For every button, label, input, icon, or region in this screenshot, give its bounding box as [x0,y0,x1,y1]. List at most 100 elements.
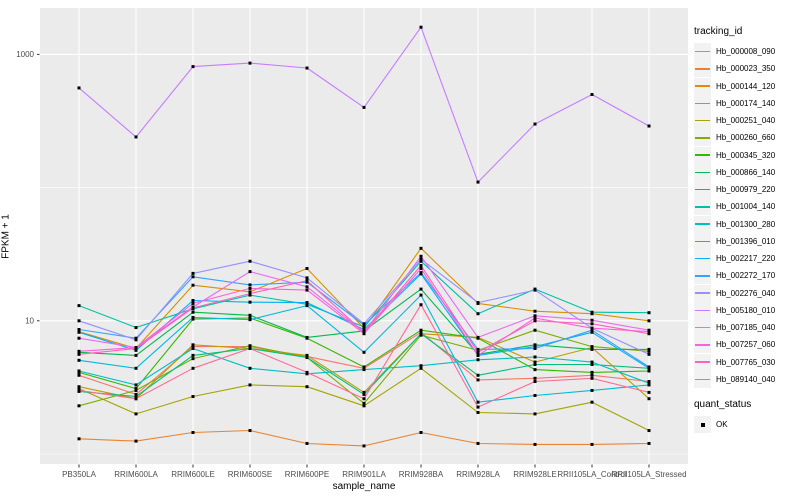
legend-entry-Hb_002276_040: Hb_002276_040 [694,284,800,302]
legend-key-swatch [694,267,711,285]
data-point [134,366,138,370]
data-point [419,293,423,297]
legend-key-swatch [694,215,711,233]
legend-entry-label: Hb_001396_010 [716,236,776,246]
legend-key-line [695,154,710,156]
legend-key-line [695,85,710,87]
legend-key-swatch [694,336,711,354]
legend-key-swatch [694,60,711,78]
legend-quant-entries: OK [694,416,800,434]
data-point [248,61,252,65]
data-point [134,392,138,396]
data-point [134,353,138,357]
data-point [305,356,309,360]
data-point [533,360,537,364]
x-tick-label: RRII105LA_Stressed [611,470,686,479]
legend-key-swatch [694,232,711,250]
legend-key-line [695,275,710,277]
legend-entry-label: Hb_000345_320 [716,150,776,160]
legend-entry-label: Hb_000979_220 [716,185,776,195]
data-point [476,301,480,305]
x-tick-label: RRIM600PE [285,470,329,479]
legend-key-line [695,50,710,53]
legend-entry-Hb_005180_010: Hb_005180_010 [694,301,800,319]
data-point [134,395,138,399]
ok-point-icon [700,422,705,427]
legend-key-swatch [694,112,711,130]
data-point [590,345,594,349]
data-point [476,441,480,445]
data-point [419,287,423,291]
data-point [134,348,138,352]
legend-key-line [695,206,710,208]
legend-key-swatch [694,181,711,199]
data-point [533,288,537,292]
data-point [305,441,309,445]
y-tick-label: 1000 [16,50,34,59]
data-point [590,373,594,377]
data-point [533,368,537,372]
legend-key-line [695,240,710,243]
legend-entry-Hb_001004_140: Hb_001004_140 [694,198,800,216]
legend-entry-label: Hb_005180_010 [716,305,776,315]
legend-key-swatch [694,77,711,95]
data-point [191,283,195,287]
legend-entry-label: Hb_002276_040 [716,288,776,298]
data-point [647,347,651,351]
data-point [476,335,480,339]
legend-entry-label: OK [716,420,728,430]
data-point [476,312,480,316]
legend-entry-Hb_000008_090: Hb_000008_090 [694,43,800,61]
legend-entry-Hb_007257_060: Hb_007257_060 [694,336,800,354]
data-point [305,353,309,357]
x-tick-label: RRII105LA_Control [557,470,627,479]
data-point [647,319,651,323]
data-point [248,316,252,320]
data-point [191,343,195,347]
data-point [77,328,81,332]
data-point [590,362,594,366]
data-point [647,441,651,445]
data-point [362,368,366,372]
data-point [590,400,594,404]
data-point [248,292,252,296]
data-point [191,366,195,370]
legend-entry-label: Hb_000174_140 [716,98,776,108]
data-point [533,362,537,366]
data-point [476,410,480,414]
data-point [590,347,594,351]
legend-key-swatch [694,43,711,61]
legend-entry-Hb_001300_280: Hb_001300_280 [694,215,800,233]
legend-key-swatch [694,301,711,319]
legend-key-swatch [694,129,711,147]
legend-entry-Hb_001396_010: Hb_001396_010 [694,232,800,250]
data-point [191,275,195,279]
data-point [77,373,81,377]
data-point [362,330,366,334]
data-point [362,350,366,354]
legend-entry-label: Hb_007765_030 [716,357,776,367]
legend-entry-Hb_007765_030: Hb_007765_030 [694,353,800,371]
data-point [191,431,195,435]
data-point [533,355,537,359]
data-point [248,383,252,387]
legend-key-line [695,102,710,105]
data-point [248,290,252,294]
data-point [533,309,537,313]
data-point [533,316,537,320]
legend-entry-label: Hb_000866_140 [716,167,776,177]
data-point [476,347,480,351]
data-point [590,442,594,446]
data-point [134,383,138,387]
data-point [248,300,252,304]
legend-key-line [695,188,710,191]
data-point [647,349,651,353]
data-point [419,303,423,307]
data-point [533,442,537,446]
data-point [305,301,309,305]
data-point [305,335,309,339]
legend-entry-label: Hb_007257_060 [716,340,776,350]
data-point [419,332,423,336]
data-point [77,352,81,356]
